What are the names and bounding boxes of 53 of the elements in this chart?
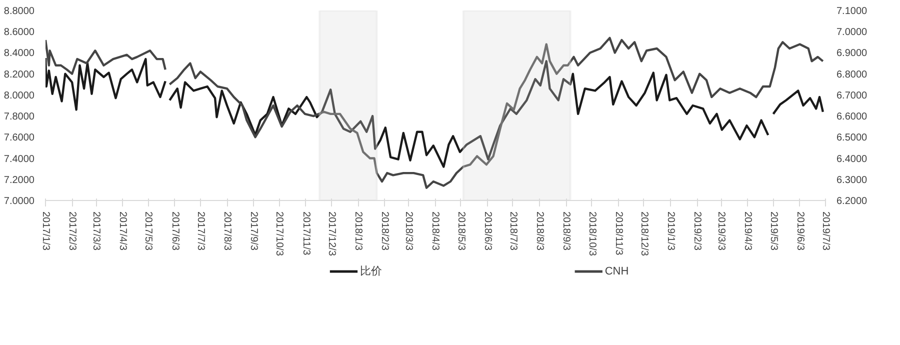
y2-tick-label: 7.1000 <box>836 6 868 17</box>
y-tick-label: 7.6000 <box>4 132 35 144</box>
x-tick-label: 2019/6/3 <box>794 212 806 251</box>
x-tick-label: 2018/10/3 <box>586 212 598 256</box>
y2-tick-label: 6.2000 <box>836 196 868 207</box>
x-tick-label: 2017/1/3 <box>40 212 51 251</box>
y-tick-label: 7.8000 <box>4 112 35 123</box>
y2-tick-label: 6.9000 <box>836 48 868 60</box>
x-tick-label: 2019/4/3 <box>742 212 754 251</box>
y2-tick-label: 6.8000 <box>836 69 868 80</box>
x-tick-label: 2019/1/3 <box>665 212 676 251</box>
x-tick-label: 2017/3/3 <box>90 212 102 251</box>
x-tick-label: 2018/6/3 <box>482 212 493 251</box>
legend-label: 比价 <box>360 264 382 278</box>
x-tick-label: 2018/1/3 <box>352 212 364 251</box>
x-tick-label: 2017/5/3 <box>142 212 154 251</box>
x-tick-label: 2017/4/3 <box>117 212 128 251</box>
x-tick-label: 2018/2/3 <box>379 212 390 251</box>
y-tick-label: 7.2000 <box>4 174 35 186</box>
y-tick-label: 8.6000 <box>4 27 35 38</box>
y-tick-label: 8.2000 <box>4 69 35 80</box>
y2-tick-label: 6.3000 <box>836 174 868 186</box>
x-tick-label: 2018/3/3 <box>403 212 414 251</box>
y-tick-label: 8.0000 <box>4 90 35 102</box>
y2-tick-label: 6.5000 <box>836 132 868 144</box>
x-tick-label: 2017/10/3 <box>274 212 285 256</box>
y-tick-label: 7.0000 <box>4 196 35 207</box>
x-tick-label: 2019/7/3 <box>820 212 831 251</box>
y2-tick-label: 6.4000 <box>836 154 868 165</box>
x-tick-label: 2017/2/3 <box>66 212 78 251</box>
y-tick-label: 8.8000 <box>4 6 35 17</box>
x-tick-label: 2018/4/3 <box>430 212 441 251</box>
x-tick-label: 2019/3/3 <box>716 212 727 251</box>
x-tick-label: 2017/12/3 <box>326 212 337 256</box>
x-tick-label: 2018/9/3 <box>560 212 572 251</box>
y2-tick-label: 7.0000 <box>836 27 868 38</box>
x-tick-label: 2018/11/3 <box>612 212 624 256</box>
x-tick-label: 2019/2/3 <box>692 212 703 251</box>
x-tick-label: 2018/5/3 <box>455 212 466 251</box>
x-tick-label: 2018/12/3 <box>638 212 650 256</box>
x-tick-label: 2018/7/3 <box>507 212 518 251</box>
x-tick-label: 2018/8/3 <box>534 212 546 251</box>
y2-tick-label: 6.7000 <box>836 90 868 102</box>
x-tick-label: 2017/7/3 <box>194 212 206 251</box>
x-tick-label: 2019/5/3 <box>768 212 779 251</box>
legend-label: CNH <box>604 266 629 278</box>
x-tick-label: 2017/6/3 <box>169 212 180 251</box>
x-tick-label: 2017/8/3 <box>222 212 233 251</box>
y2-tick-label: 6.6000 <box>836 112 868 123</box>
y-tick-label: 8.4000 <box>4 48 35 60</box>
y-tick-label: 7.4000 <box>4 154 35 165</box>
x-tick-label: 2017/9/3 <box>248 212 260 251</box>
x-tick-label: 2017/11/3 <box>300 212 312 256</box>
